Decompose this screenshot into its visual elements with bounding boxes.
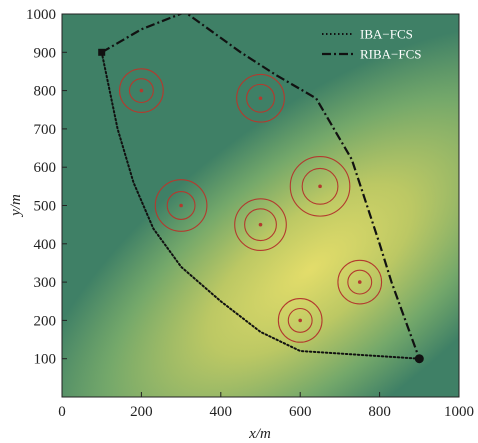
target-inner-ring [287,307,313,333]
end-marker [414,354,424,364]
y-axis: 100 200 300 400 500 600 700 800 900 1000 [26,7,67,368]
target-center-point [357,280,362,284]
x-axis-label: x/m [248,426,271,442]
target-outer-ring [337,259,383,305]
field-gradient [62,14,459,397]
target-inner-ring [244,208,277,242]
target-center-point [258,96,263,101]
y-tick-label: 400 [34,237,57,253]
y-tick-label: 900 [34,45,57,61]
target-inner-ring [301,167,339,205]
plot-area [62,14,459,397]
x-tick-label: 600 [289,404,312,420]
target-center-point [298,318,303,323]
y-tick-label: 300 [34,275,57,291]
target-center-point [179,203,183,208]
target-3 [154,179,208,232]
y-axis-label: y/m [8,194,24,218]
target-center-point [318,184,322,189]
y-tick-label: 700 [34,122,57,138]
markers-layer [98,48,424,364]
target-inner-ring [128,78,154,104]
legend: IBA−FCS RIBA−FCS [322,27,422,62]
x-tick-label: 800 [368,404,391,420]
series-line-riba-fcs [101,14,421,360]
y-tick-label: 200 [34,313,57,329]
target-5 [234,198,287,252]
legend-label: IBA−FCS [360,27,413,42]
target-outer-ring [154,179,208,232]
target-4 [289,156,351,217]
target-inner-ring [347,269,373,295]
target-center-point [139,88,144,93]
target-outer-ring [236,73,285,123]
target-7 [277,298,323,343]
target-outer-ring [277,298,323,343]
legend-label: RIBA−FCS [360,47,422,62]
series-line-iba-fcs [100,51,421,360]
x-tick-label: 200 [130,404,153,420]
target-outer-ring [234,198,287,252]
targets-layer [119,68,383,343]
target-1 [119,68,164,113]
target-outer-ring [119,68,164,113]
x-tick-label: 1000 [444,404,474,420]
target-inner-ring [246,83,275,113]
target-6 [337,259,383,305]
y-tick-label: 500 [34,199,57,215]
start-marker [98,48,106,56]
target-outer-ring [289,156,351,217]
target-center-point [258,222,263,227]
target-2 [236,73,285,123]
y-tick-label: 800 [34,84,57,100]
y-tick-label: 100 [34,352,57,368]
x-axis: 0 200 400 600 800 1000 [58,392,474,420]
x-tick-label: 0 [58,404,66,420]
y-tick-label: 1000 [26,7,56,23]
paths-layer [100,14,421,360]
y-tick-label: 600 [34,160,57,176]
target-inner-ring [166,191,196,220]
x-tick-label: 400 [210,404,233,420]
